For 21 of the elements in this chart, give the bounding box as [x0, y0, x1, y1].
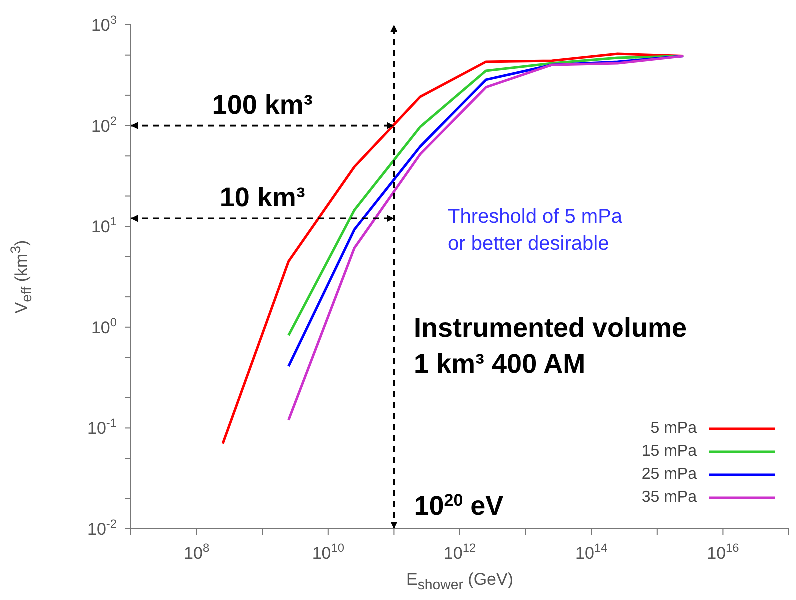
- y-tick-label: 10$^{-2}$: [88, 517, 118, 539]
- x-tick-label: 10$^{14}$: [576, 541, 608, 563]
- legend-label: 35 mPa: [642, 488, 697, 506]
- legend-label: 25 mPa: [642, 466, 697, 484]
- y-tick-label: 10$^{1}$: [91, 214, 118, 237]
- legend-label: 15 mPa: [642, 442, 697, 460]
- ref-line-label: 10 km³: [220, 182, 306, 213]
- x-tick-label: 10$^{12}$: [444, 541, 476, 563]
- y-tick-label: 10$^{-1}$: [88, 416, 118, 438]
- y-tick-label: 10$^{2}$: [91, 114, 118, 136]
- x-tick-label: 10$^{10}$: [312, 541, 345, 563]
- x-tick-label: 10$^{8}$: [184, 541, 210, 563]
- ref-line-label: 100 km³: [212, 90, 313, 120]
- legend-label: 5 mPa: [650, 420, 697, 438]
- y-tick-label: 10$^{0}$: [91, 315, 118, 338]
- x-tick-label: 10$^{16}$: [707, 541, 740, 563]
- annotation: Instrumented volume 1 km³ 400 AM: [414, 312, 688, 382]
- annotation: Threshold of 5 mPa or better desirable: [448, 205, 623, 257]
- y-tick-label: 10$^{3}$: [91, 13, 118, 35]
- x-axis-title: E$_{shower}$ (GeV): [405, 570, 515, 594]
- ref-line-label: 10$^{20}$ eV: [414, 490, 504, 521]
